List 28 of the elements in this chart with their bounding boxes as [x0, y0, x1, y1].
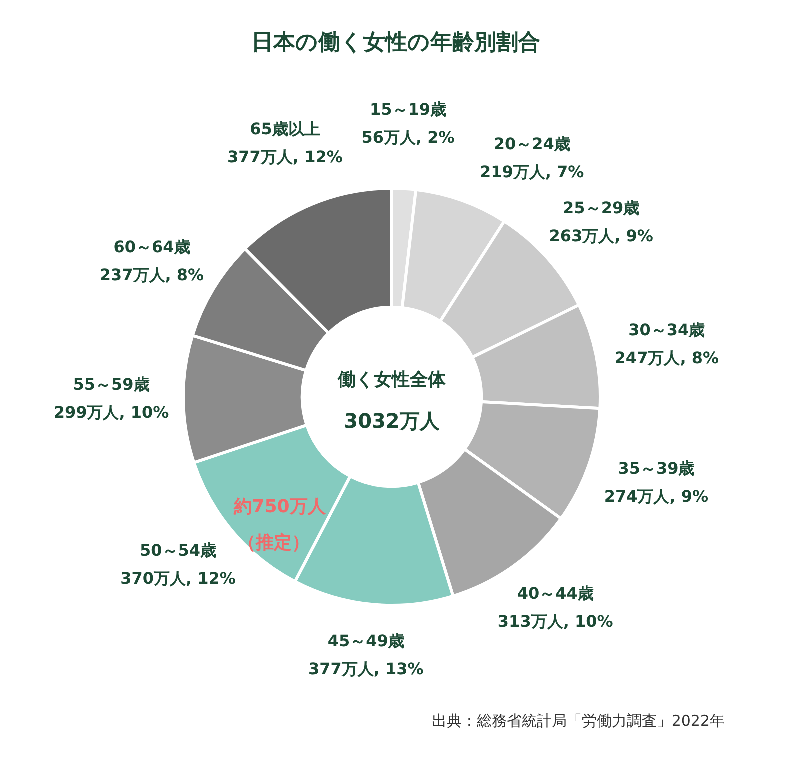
data-label: 219万人, 7%: [480, 162, 584, 182]
data-label: 377万人, 13%: [308, 660, 424, 679]
data-label: 247万人, 8%: [614, 348, 720, 368]
slice-label: 15～19歳: [370, 100, 447, 120]
data-label: 56万人, 2%: [362, 128, 455, 148]
slice-label: 25～29歳: [563, 198, 640, 218]
text: 約750万人: [233, 496, 327, 518]
slice-label: 35～39歳: [618, 458, 695, 478]
data-label: 237万人, 8%: [100, 265, 204, 284]
data-label: 370万人, 12%: [120, 568, 236, 588]
data-label: 377万人, 12%: [228, 147, 343, 166]
slice-label: 45～49歳: [328, 632, 404, 651]
data-label: 263万人, 9%: [549, 226, 654, 246]
text: 3032万人: [344, 409, 441, 434]
slice-label: 40～44歳: [517, 584, 594, 603]
slice-label: 50～54歳: [140, 540, 217, 560]
text: 働く女性全体: [337, 370, 447, 391]
slice-label: 20～24歳: [494, 134, 570, 154]
slice-label: 55～59歳: [73, 375, 150, 394]
data-label: 313万人, 10%: [498, 612, 614, 631]
slice-label: 30～34歳: [628, 320, 706, 340]
source-note: 出典：総務省統計局「労働力調査」2022年: [432, 712, 725, 730]
slice-label: 65歳以上: [250, 119, 320, 138]
data-label: 274万人, 9%: [604, 486, 709, 506]
data-label: 299万人, 10%: [54, 403, 170, 422]
text: （推定）: [238, 532, 310, 554]
slice-label: 60～64歳: [114, 237, 190, 256]
chart-title: 日本の働く女性の年齢別割合: [252, 30, 540, 56]
